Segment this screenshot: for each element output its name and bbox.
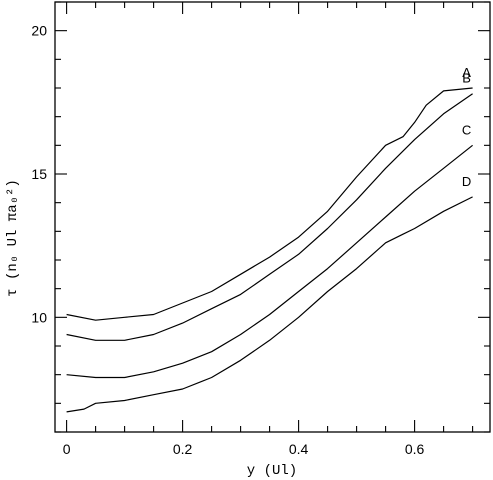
series-line-b [66, 93, 473, 341]
plot-frame [54, 1, 491, 433]
y-tick-label: 15 [31, 166, 47, 182]
series-lines [66, 87, 473, 413]
series-label-c: C [462, 122, 471, 137]
x-tick-label: 0 [63, 441, 71, 457]
series-line-a [66, 87, 473, 321]
series-line-d [66, 196, 473, 413]
y-tick-label: 20 [31, 23, 47, 39]
x-axis-label: y (Ul) [247, 463, 297, 479]
series-label-b: B [462, 71, 471, 86]
x-tick-label: 0.4 [289, 441, 309, 457]
y-tick-label: 10 [31, 309, 47, 325]
plot-border [54, 1, 491, 433]
x-tick-label: 0.2 [173, 441, 193, 457]
y-axis-label: τ (n₀ Ul πa₀²) [5, 179, 21, 297]
x-axis-ticks: 0 0.2 0.4 0.6 [63, 2, 474, 457]
y-axis-ticks: 10 15 20 [31, 1, 490, 433]
series-line-c [66, 144, 473, 379]
series-labels: AB C D [462, 65, 471, 189]
x-tick-label: 0.6 [405, 441, 425, 457]
series-label-d: D [462, 174, 471, 189]
series-label-a: A [462, 65, 471, 80]
